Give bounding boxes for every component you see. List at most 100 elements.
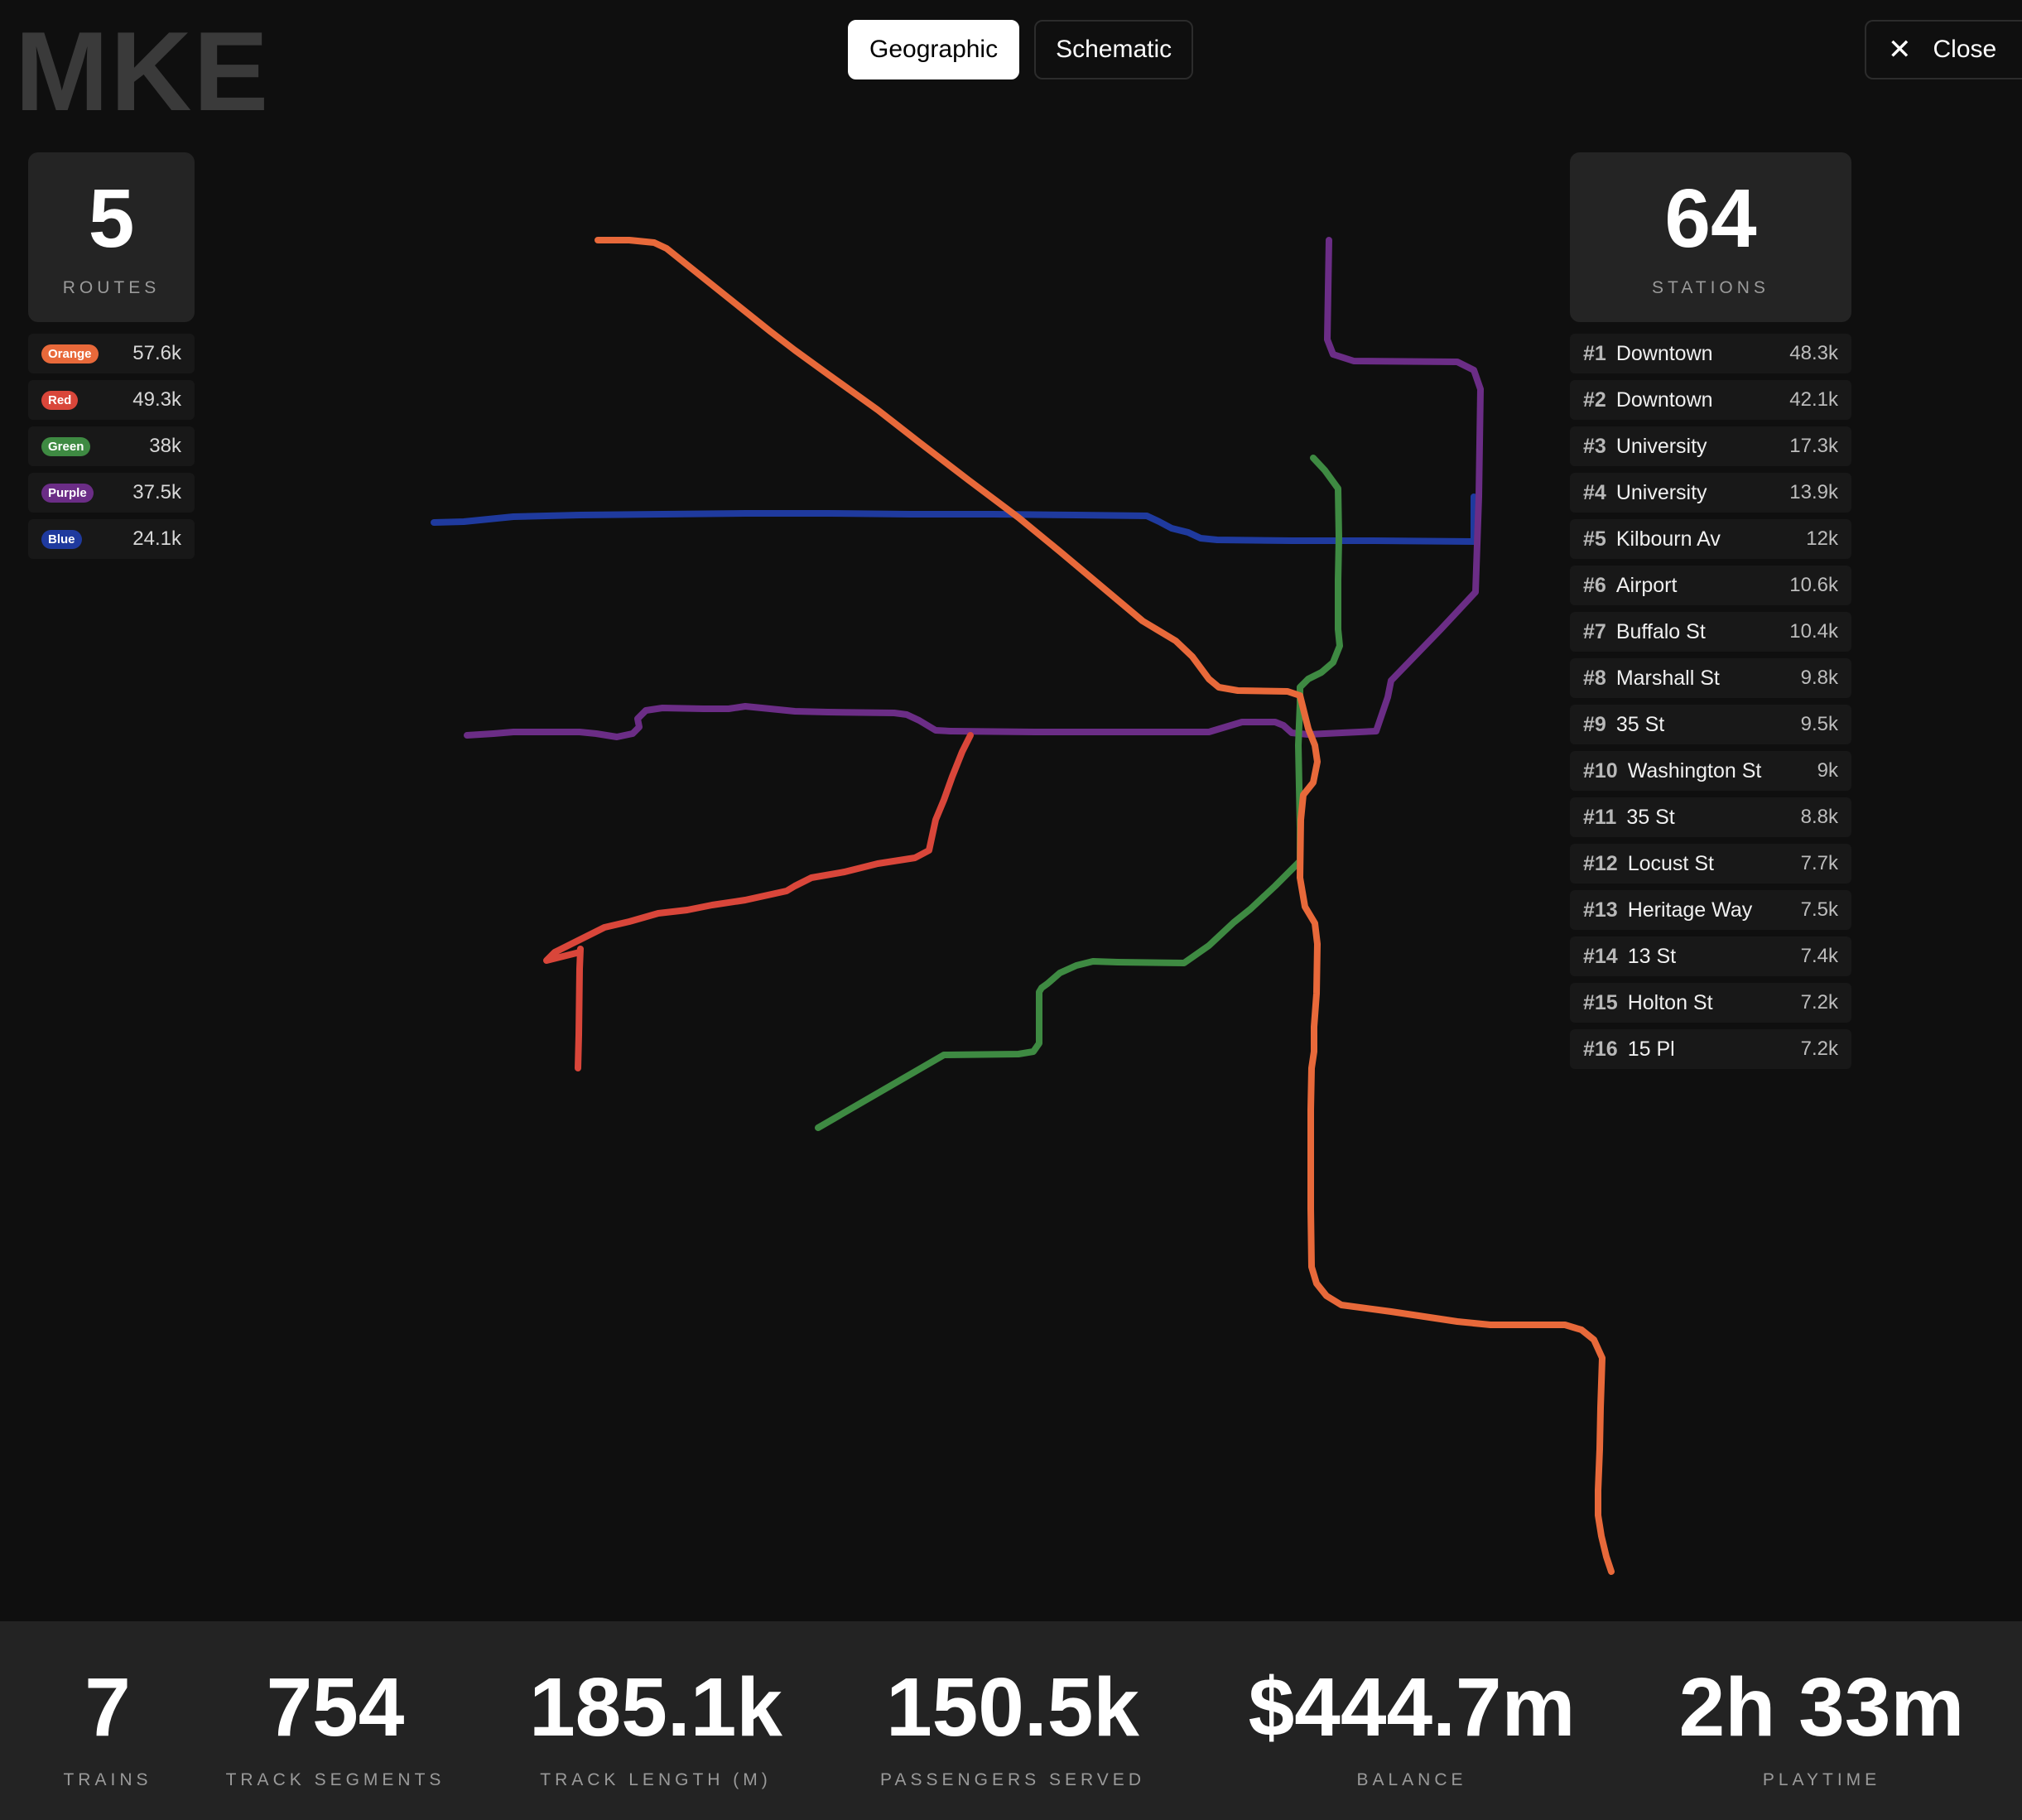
close-label: Close — [1933, 36, 1997, 63]
trains-stat: 7 TRAINS — [41, 1621, 174, 1820]
station-rank: #5 — [1583, 527, 1606, 551]
station-item[interactable]: #11 35 St 8.8k — [1570, 797, 1851, 837]
station-rank: #9 — [1583, 712, 1606, 736]
station-item[interactable]: #14 13 St 7.4k — [1570, 936, 1851, 976]
station-ridership: 10.4k — [1789, 620, 1838, 643]
route-line-purple-north[interactable] — [464, 237, 1484, 740]
station-ridership: 42.1k — [1789, 388, 1838, 411]
station-rank: #3 — [1583, 434, 1606, 458]
station-item[interactable]: #16 15 Pl 7.2k — [1570, 1029, 1851, 1069]
station-item[interactable]: #3 University 17.3k — [1570, 426, 1851, 466]
route-line-green[interactable] — [815, 455, 1343, 1131]
station-name: Washington St — [1627, 758, 1762, 782]
station-ridership: 17.3k — [1789, 435, 1838, 457]
stations-count: 64 — [1664, 171, 1757, 265]
track-length-stat: 185.1k TRACK LENGTH (M) — [507, 1621, 805, 1820]
schematic-view-button[interactable]: Schematic — [1034, 20, 1194, 79]
station-rank: #4 — [1583, 480, 1606, 504]
view-toggle: Geographic Schematic — [848, 20, 1194, 79]
station-item[interactable]: #12 Locust St 7.7k — [1570, 844, 1851, 884]
station-ridership: 8.8k — [1800, 806, 1838, 828]
station-name: Buffalo St — [1615, 619, 1706, 643]
trains-value: 7 — [84, 1661, 131, 1754]
station-name: Airport — [1615, 573, 1678, 597]
station-name: University — [1615, 434, 1707, 458]
playtime-value: 2h 33m — [1678, 1661, 1965, 1754]
station-name: Kilbourn Av — [1615, 527, 1721, 551]
route-item-green[interactable]: Green 38k — [28, 426, 195, 466]
route-ridership: 37.5k — [132, 481, 181, 503]
stations-count-card: 64 STATIONS — [1570, 152, 1851, 322]
route-ridership: 57.6k — [132, 342, 181, 364]
station-rank: #2 — [1583, 388, 1606, 412]
route-pill: Red — [41, 390, 79, 410]
station-name: Marshall St — [1615, 666, 1720, 690]
station-ridership: 9.8k — [1800, 667, 1838, 689]
passengers-served-value: 150.5k — [886, 1661, 1139, 1754]
route-line-red[interactable] — [543, 732, 974, 1071]
station-list: #1 Downtown 48.3k #2 Downtown 42.1k #3 Univer… — [1570, 334, 1851, 1076]
balance-value: $444.7m — [1248, 1661, 1576, 1754]
close-button[interactable]: ✕ Close — [1865, 20, 2022, 79]
station-item[interactable]: #5 Kilbourn Av 12k — [1570, 519, 1851, 559]
route-line-orange[interactable] — [595, 237, 1615, 1575]
track-segments-value: 754 — [266, 1661, 405, 1754]
route-item-red[interactable]: Red 49.3k — [28, 380, 195, 420]
station-name: 35 St — [1626, 805, 1675, 829]
station-item[interactable]: #8 Marshall St 9.8k — [1570, 658, 1851, 698]
route-list: Orange 57.6k Red 49.3k Green 38k Purple … — [28, 334, 195, 566]
station-ridership: 7.4k — [1800, 945, 1838, 967]
station-rank: #10 — [1583, 758, 1618, 782]
station-rank: #7 — [1583, 619, 1606, 643]
geographic-map[interactable] — [0, 0, 2022, 1621]
station-item[interactable]: #6 Airport 10.6k — [1570, 566, 1851, 605]
route-line-blue[interactable] — [431, 494, 1477, 545]
station-ridership: 10.6k — [1789, 574, 1838, 596]
station-item[interactable]: #4 University 13.9k — [1570, 473, 1851, 513]
bottom-stats-bar: 7 TRAINS 754 TRACK SEGMENTS 185.1k TRACK… — [0, 1621, 2022, 1820]
routes-count-card: 5 ROUTES — [28, 152, 195, 322]
station-item[interactable]: #13 Heritage Way 7.5k — [1570, 890, 1851, 930]
route-pill: Green — [41, 436, 91, 456]
station-item[interactable]: #15 Holton St 7.2k — [1570, 983, 1851, 1023]
routes-count: 5 — [88, 171, 135, 265]
station-rank: #1 — [1583, 341, 1606, 365]
trains-label: TRAINS — [63, 1770, 152, 1789]
station-rank: #13 — [1583, 898, 1618, 922]
station-rank: #8 — [1583, 666, 1606, 690]
station-rank: #12 — [1583, 851, 1618, 875]
station-ridership: 48.3k — [1789, 342, 1838, 364]
route-item-blue[interactable]: Blue 24.1k — [28, 519, 195, 559]
station-name: Heritage Way — [1627, 898, 1753, 922]
routes-label: ROUTES — [62, 277, 161, 297]
station-ridership: 13.9k — [1789, 481, 1838, 503]
station-item[interactable]: #10 Washington St 9k — [1570, 751, 1851, 791]
station-name: 35 St — [1615, 712, 1665, 736]
balance-stat: $444.7m BALANCE — [1221, 1621, 1602, 1820]
station-item[interactable]: #7 Buffalo St 10.4k — [1570, 612, 1851, 652]
track-length-label: TRACK LENGTH (M) — [540, 1770, 772, 1789]
close-icon: ✕ — [1888, 34, 1912, 65]
station-name: 13 St — [1627, 944, 1677, 968]
station-name: University — [1615, 480, 1707, 504]
station-name: Downtown — [1615, 341, 1713, 365]
balance-label: BALANCE — [1356, 1770, 1467, 1789]
station-ridership: 7.5k — [1800, 898, 1838, 921]
station-item[interactable]: #1 Downtown 48.3k — [1570, 334, 1851, 373]
route-item-purple[interactable]: Purple 37.5k — [28, 473, 195, 513]
station-item[interactable]: #2 Downtown 42.1k — [1570, 380, 1851, 420]
station-ridership: 7.7k — [1800, 852, 1838, 874]
station-rank: #14 — [1583, 944, 1618, 968]
route-item-orange[interactable]: Orange 57.6k — [28, 334, 195, 373]
station-ridership: 12k — [1806, 527, 1838, 550]
route-pill: Orange — [41, 344, 99, 364]
station-ridership: 7.2k — [1800, 1038, 1838, 1060]
station-ridership: 9k — [1817, 759, 1838, 782]
track-length-value: 185.1k — [529, 1661, 782, 1754]
station-rank: #11 — [1583, 805, 1617, 829]
station-name: 15 Pl — [1627, 1037, 1675, 1061]
station-item[interactable]: #9 35 St 9.5k — [1570, 705, 1851, 744]
city-code: MKE — [15, 8, 271, 134]
route-pill: Blue — [41, 529, 82, 549]
geographic-view-button[interactable]: Geographic — [848, 20, 1020, 79]
